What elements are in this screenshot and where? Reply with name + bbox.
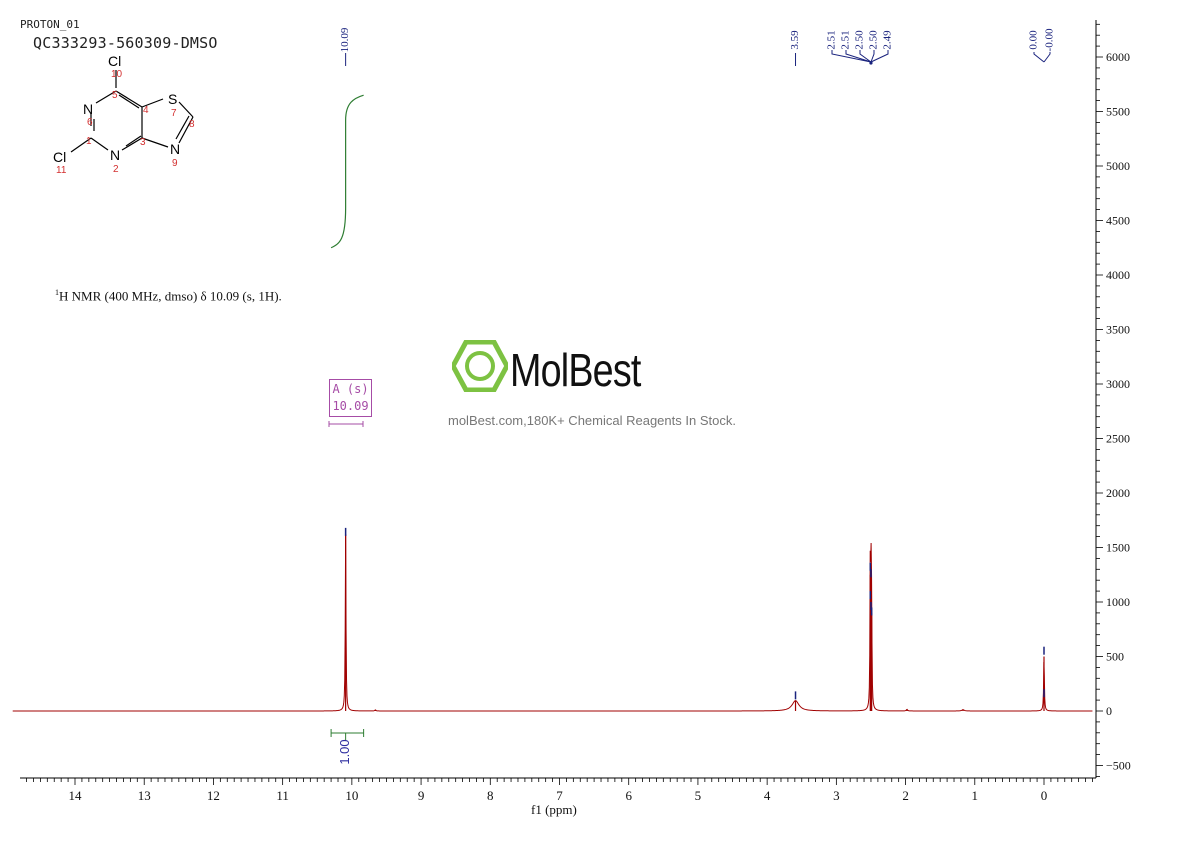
peak-pick-label: 0.00	[1028, 30, 1040, 50]
nmr-summary-text: H NMR (400 MHz, dmso) δ 10.09 (s, 1H).	[59, 288, 282, 304]
x-tick-label: 3	[833, 788, 840, 803]
ring-number: 3	[140, 137, 146, 148]
atom-label: 9	[172, 158, 178, 169]
multiplet-shift: 10.09	[332, 399, 369, 413]
y-tick-label: 5000	[1106, 159, 1130, 173]
atom-symbol: N	[110, 147, 120, 163]
y-tick-label: 3000	[1106, 377, 1130, 391]
atom-label: 7	[171, 108, 177, 119]
x-axis-label: f1 (ppm)	[531, 802, 577, 817]
peak-pick-leader	[1033, 52, 1045, 63]
y-tick-label: 1500	[1106, 541, 1130, 555]
x-tick-label: 8	[487, 788, 494, 803]
atom-symbol: Cl	[108, 53, 121, 69]
watermark-brand: MolBest	[510, 344, 641, 396]
y-tick-label: 5500	[1106, 105, 1130, 119]
nucleus-superscript: 1	[55, 288, 59, 297]
peak-pick-leader	[870, 50, 889, 63]
x-tick-label: 5	[695, 788, 702, 803]
x-tick-label: 12	[207, 788, 220, 803]
multiplet-label: A (s) 10.09	[329, 379, 372, 417]
ring-number: 5	[112, 90, 118, 101]
x-tick-label: 0	[1041, 788, 1048, 803]
atom-label: 2	[113, 164, 119, 175]
peak-pick-leader-dot	[869, 61, 873, 65]
x-tick-label: 13	[138, 788, 151, 803]
peak-pick-label: 2.51	[826, 30, 838, 49]
integral-value: 1.00	[337, 739, 352, 764]
x-tick-label: 9	[418, 788, 425, 803]
y-tick-label: 0	[1106, 704, 1112, 718]
atom-label: 6	[87, 117, 93, 128]
y-tick-label: 4500	[1106, 214, 1130, 228]
atom-label: 10	[111, 69, 123, 80]
integral-curve	[330, 94, 364, 249]
y-tick-label: −500	[1106, 759, 1131, 773]
nmr-summary: 1H NMR (400 MHz, dmso) δ 10.09 (s, 1H).	[55, 288, 282, 304]
multiplet-name: A (s)	[332, 382, 369, 396]
y-tick-label: 500	[1106, 650, 1124, 664]
ring-number: 8	[189, 119, 195, 130]
y-tick-label: 2000	[1106, 486, 1130, 500]
sample-id: QC333293-560309-DMSO	[33, 34, 218, 52]
peak-pick-leader	[870, 50, 875, 63]
peak-pick-label: 2.50	[868, 30, 880, 50]
x-tick-label: 1	[972, 788, 979, 803]
x-tick-label: 10	[345, 788, 358, 803]
atom-label: 11	[56, 165, 67, 176]
x-tick-label: 2	[902, 788, 909, 803]
peak-pick-label: -0.00	[1044, 28, 1056, 51]
spectrum-line	[12, 534, 1093, 712]
x-tick-label: 4	[764, 788, 771, 803]
ring-number: 1	[86, 136, 92, 147]
y-tick-label: 4000	[1106, 268, 1130, 282]
peak-pick-leader	[1043, 52, 1051, 63]
experiment-name: PROTON_01	[20, 18, 80, 31]
x-tick-label: 6	[625, 788, 632, 803]
chemical-structure: Cl N S Cl N N 10 6 7 11 2 9 5 4 1 3 8	[53, 53, 195, 176]
x-tick-label: 11	[276, 788, 289, 803]
y-tick-label: 3500	[1106, 323, 1130, 337]
atom-symbol: N	[170, 141, 180, 157]
watermark-tagline: molBest.com,180K+ Chemical Reagents In S…	[448, 413, 736, 428]
peak-pick-leader	[831, 50, 872, 63]
atom-symbol: N	[83, 101, 93, 117]
atom-symbol: S	[168, 91, 177, 107]
peak-pick-label: 10.09	[339, 27, 351, 52]
peak-pick-label: 2.50	[854, 30, 866, 50]
y-tick-label: 6000	[1106, 50, 1130, 64]
peak-pick-label: 2.49	[882, 30, 894, 50]
ring-number: 4	[143, 105, 149, 116]
peak-pick-label: 3.59	[789, 30, 801, 50]
peak-pick-leader	[845, 50, 872, 63]
y-tick-label: 1000	[1106, 595, 1130, 609]
peak-pick-leader	[859, 50, 872, 63]
atom-symbol: Cl	[53, 149, 66, 165]
peak-pick-label: 2.51	[840, 30, 852, 49]
y-tick-label: 2500	[1106, 432, 1130, 446]
molbest-logo-icon	[452, 340, 508, 392]
x-tick-label: 7	[556, 788, 563, 803]
x-tick-label: 14	[69, 788, 83, 803]
